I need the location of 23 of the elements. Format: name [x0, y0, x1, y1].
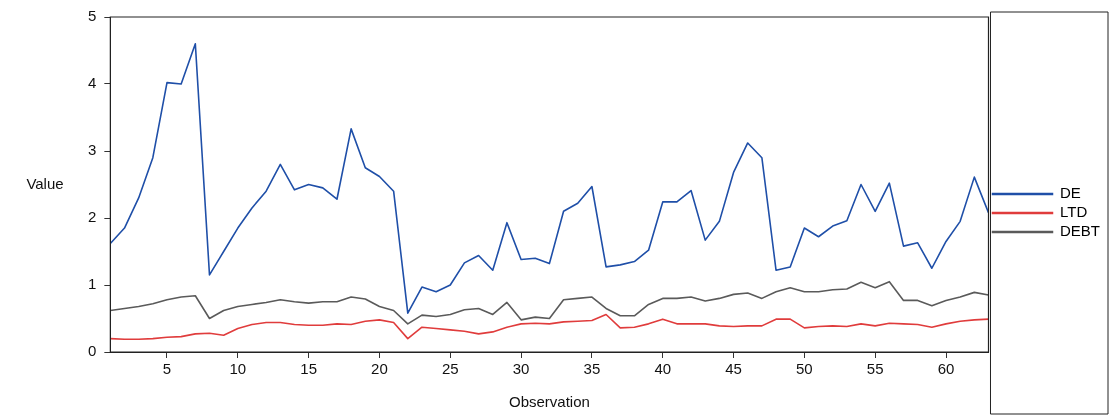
- y-tick-label: 0: [88, 342, 97, 360]
- x-tick-label: 35: [583, 360, 601, 378]
- legend-label: LTD: [1060, 203, 1088, 221]
- x-tick-label: 55: [866, 360, 884, 378]
- legend-label: DE: [1060, 184, 1081, 202]
- legend-label: DEBT: [1060, 222, 1101, 240]
- x-tick-label: 5: [162, 360, 172, 378]
- x-tick-label: 25: [441, 360, 459, 378]
- x-tick-label: 30: [512, 360, 530, 378]
- y-axis-title: Value: [26, 174, 64, 192]
- y-tick-label: 2: [88, 208, 97, 226]
- x-axis-title: Observation: [508, 393, 590, 411]
- x-tick-label: 10: [229, 360, 247, 378]
- y-tick-label: 1: [88, 275, 97, 293]
- y-tick-label: 3: [88, 141, 97, 159]
- y-tick-label: 5: [88, 7, 97, 25]
- y-tick-label: 4: [88, 74, 97, 92]
- x-tick-label: 60: [937, 360, 955, 378]
- x-tick-label: 15: [300, 360, 317, 378]
- x-tick-label: 50: [796, 360, 813, 378]
- x-tick-label: 40: [654, 360, 672, 378]
- x-tick-label: 20: [371, 360, 388, 378]
- x-tick-label: 45: [725, 360, 742, 378]
